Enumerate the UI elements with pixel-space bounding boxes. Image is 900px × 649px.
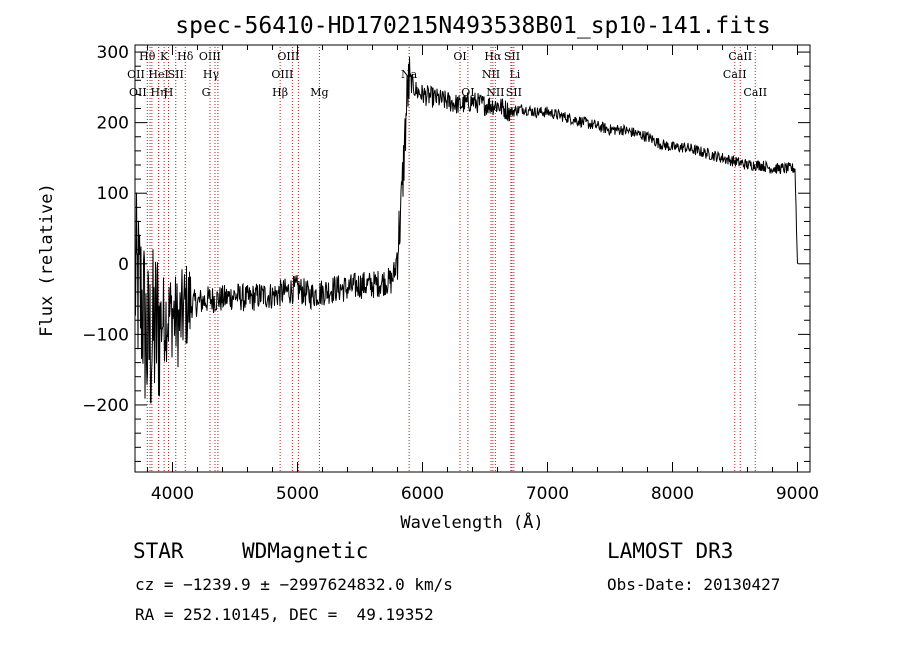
coordinates-readout: RA = 252.10145, DEC = 49.19352 xyxy=(135,605,434,624)
x-axis: 4000 5000 6000 7000 8000 9000 xyxy=(147,45,819,504)
x-tick-label: 4000 xyxy=(151,484,194,504)
spectral-line-label: Hδ xyxy=(177,50,194,63)
spectral-line-label: SII xyxy=(506,86,522,99)
spectral-line-label: NII xyxy=(482,68,500,81)
observation-date: Obs-Date: 20130427 xyxy=(607,575,781,594)
spectral-line-label: K xyxy=(160,50,169,63)
spectral-line-label: OII xyxy=(129,86,147,99)
y-axis: −200 −100 0 100 200 300 xyxy=(82,43,810,462)
redshift-readout: cz = −1239.9 ± −2997624832.0 km/s xyxy=(135,575,453,594)
plot-frame xyxy=(134,44,811,473)
object-class: STAR xyxy=(133,539,184,563)
spectral-line-label: Hγ xyxy=(203,68,220,81)
survey-name: LAMOST DR3 xyxy=(607,539,734,563)
spectral-line-label: CaII xyxy=(728,50,752,63)
spectral-line-label: OIII xyxy=(277,50,299,63)
x-tick-label: 9000 xyxy=(776,484,819,504)
spectral-line-label: CaII xyxy=(723,68,747,81)
x-tick-label: 7000 xyxy=(526,484,569,504)
spectral-line-label: SII xyxy=(504,50,520,63)
y-tick-label: −200 xyxy=(82,396,129,416)
x-tick-label: 5000 xyxy=(276,484,319,504)
spectrum-series xyxy=(134,56,798,404)
spectrum-line xyxy=(134,56,798,404)
y-tick-label: −100 xyxy=(82,325,129,345)
spectral-line-label: Hα xyxy=(484,50,502,63)
subclass: WDMagnetic xyxy=(242,539,369,563)
spectral-line-label: CaII xyxy=(743,86,767,99)
spectral-line-label: Li xyxy=(509,68,520,81)
y-tick-label: 100 xyxy=(97,184,129,204)
spectral-line-label: OIII xyxy=(271,68,293,81)
spectral-line-label: Mg xyxy=(310,86,328,99)
y-tick-label: 200 xyxy=(97,114,129,134)
y-tick-label: 0 xyxy=(118,255,129,275)
spectral-line-label: NII xyxy=(486,86,504,99)
spectral-line-label: OIII xyxy=(199,50,221,63)
y-tick-label: 300 xyxy=(97,43,129,63)
spectral-line-label: OII xyxy=(127,68,145,81)
spectral-line-label: G xyxy=(202,86,211,99)
spectral-line-label: Hβ xyxy=(272,86,288,99)
spectral-line-label: HeI xyxy=(148,68,168,81)
spectral-line-label: H xyxy=(164,86,174,99)
x-tick-label: 6000 xyxy=(401,484,444,504)
spectral-line-label: SII xyxy=(168,68,184,81)
chart-title: spec-56410-HD170215N493538B01_sp10-141.f… xyxy=(175,13,770,39)
x-tick-label: 8000 xyxy=(651,484,694,504)
y-axis-title: Flux (relative) xyxy=(37,183,57,337)
spectral-line-label: OI xyxy=(453,50,466,63)
x-axis-title: Wavelength (Å) xyxy=(400,511,543,533)
